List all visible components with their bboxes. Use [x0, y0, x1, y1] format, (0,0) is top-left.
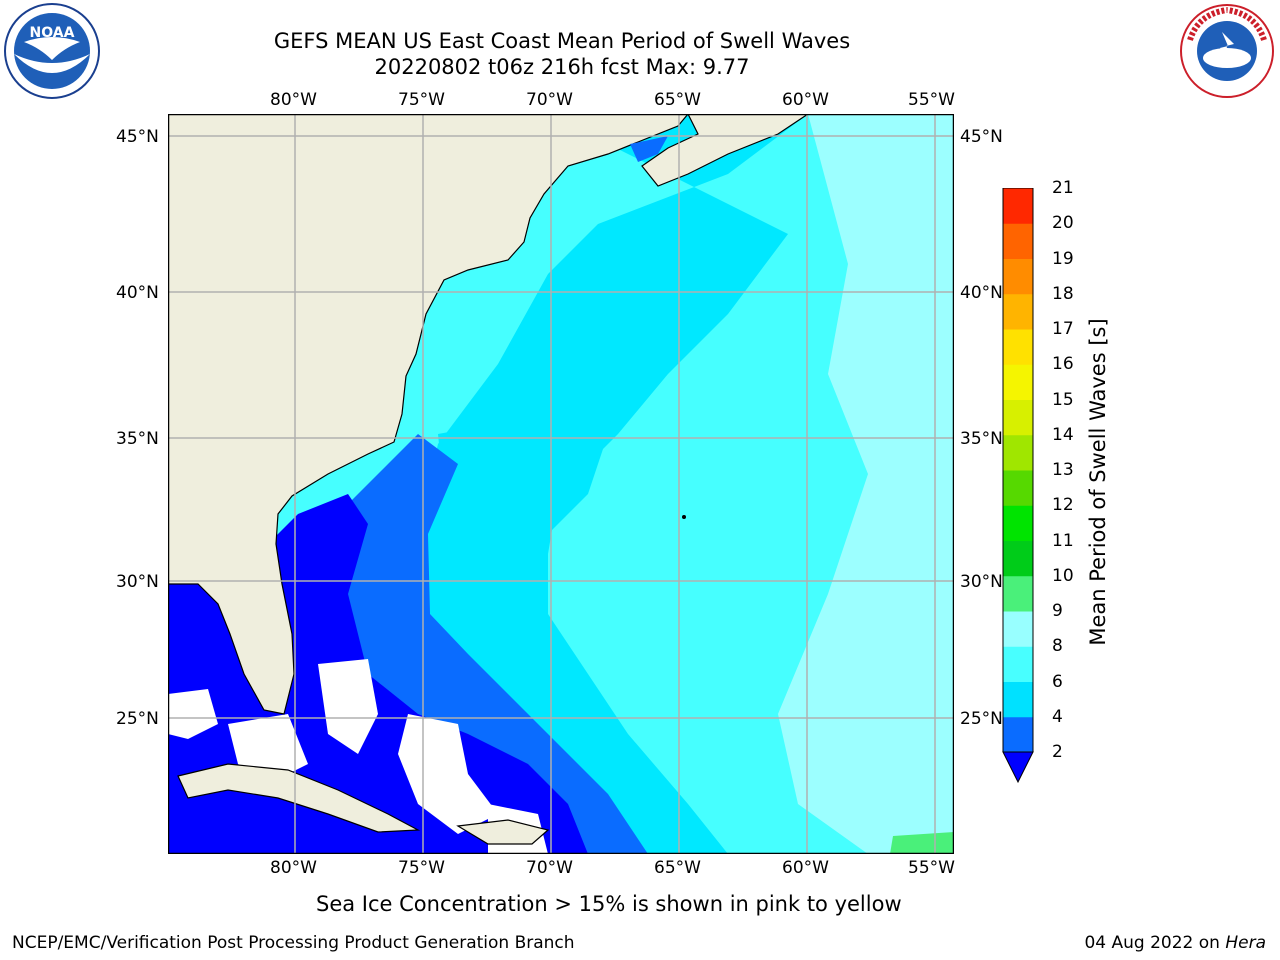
land-nova-scotia — [641, 113, 810, 187]
lon-label-top: 75°W — [398, 90, 445, 110]
lon-label-top: 55°W — [908, 90, 955, 110]
sea-ice-caption: Sea Ice Concentration > 15% is shown in … — [316, 892, 902, 916]
lon-label-top: 70°W — [526, 90, 573, 110]
chart-title: GEFS MEAN US East Coast Mean Period of S… — [273, 29, 851, 53]
colorbar-tick-label: 12 — [1052, 495, 1074, 516]
noaa-logo-text: NOAA — [30, 25, 75, 41]
colorbar-segment — [1003, 434, 1033, 471]
lon-label-bottom: 70°W — [526, 858, 573, 878]
lat-label-right: 35°N — [960, 429, 1003, 449]
ocean-field-green — [890, 832, 954, 854]
colorbar-tick-label: 17 — [1052, 319, 1074, 339]
colorbar-segment — [1003, 540, 1033, 577]
land-us-east-coast — [167, 113, 690, 715]
land-cuba — [177, 763, 421, 833]
map-panel — [167, 113, 955, 855]
noaa-logo: NOAA — [2, 2, 102, 100]
colorbar-under-triangle — [1002, 751, 1034, 784]
colorbar-segment — [1003, 293, 1033, 330]
graticule — [168, 114, 954, 854]
colorbar-tick-label: 13 — [1052, 460, 1074, 480]
lon-label-top: 80°W — [270, 90, 317, 110]
colorbar-tick-label: 15 — [1052, 389, 1074, 410]
colorbar — [1000, 187, 1036, 784]
swell-period-map — [167, 113, 955, 855]
lat-label-right: 40°N — [960, 283, 1003, 303]
colorbar-segment — [1003, 505, 1033, 541]
lat-label-left: 35°N — [116, 429, 159, 449]
colorbar-tick-labels: 2 4 6 8 9 10 11 12 13 14 15 16 17 18 19 20 21 — [1044, 178, 1084, 778]
lat-label-right: 25°N — [960, 709, 1003, 729]
lat-label-right: 30°N — [960, 572, 1003, 592]
lon-label-top: 65°W — [654, 90, 701, 110]
colorbar-tick-label: 16 — [1052, 354, 1074, 375]
lat-label-right: 45°N — [960, 127, 1003, 147]
colorbar-segment — [1003, 364, 1033, 400]
colorbar-segment — [1003, 611, 1033, 647]
colorbar-segment — [1003, 681, 1033, 718]
colorbar-tick-label: 9 — [1052, 601, 1063, 621]
colorbar-segment — [1003, 716, 1033, 753]
colorbar-tick-label: 11 — [1052, 530, 1074, 551]
colorbar-tick-label: 20 — [1052, 213, 1074, 234]
colorbar-svg — [1002, 187, 1034, 784]
no-data-patch — [318, 659, 378, 754]
colorbar-segment — [1003, 646, 1033, 682]
lon-label-bottom: 80°W — [270, 858, 317, 878]
colorbar-tick-label: 2 — [1052, 742, 1063, 762]
colorbar-segment — [1003, 258, 1033, 295]
colorbar-tick-label: 21 — [1052, 178, 1074, 198]
footer-machine: Hera — [1225, 933, 1266, 953]
ocean-field-cyan — [418, 114, 808, 854]
colorbar-tick-label: 19 — [1052, 248, 1074, 269]
colorbar-tick-label: 14 — [1052, 424, 1074, 445]
colorbar-segment — [1003, 575, 1033, 612]
lon-label-bottom: 60°W — [782, 858, 829, 878]
colorbar-tick-label: 10 — [1052, 565, 1074, 586]
colorbar-label: Mean Period of Swell Waves [s] — [1086, 318, 1110, 645]
lat-label-left: 25°N — [116, 709, 159, 729]
colorbar-segment — [1003, 329, 1033, 365]
land-hispaniola — [456, 819, 550, 845]
lon-label-bottom: 75°W — [398, 858, 445, 878]
lon-label-bottom: 55°W — [908, 858, 955, 878]
colorbar-segment — [1003, 399, 1033, 436]
lat-label-left: 45°N — [116, 127, 159, 147]
colorbar-frame — [1002, 187, 1034, 753]
colorbar-tick-label: 8 — [1052, 636, 1063, 657]
colorbar-tick-label: 6 — [1052, 671, 1063, 692]
lon-label-bottom: 65°W — [654, 858, 701, 878]
colorbar-segment — [1003, 188, 1033, 224]
lat-label-left: 40°N — [116, 283, 159, 303]
colorbar-tick-label: 18 — [1052, 283, 1074, 304]
colorbar-tick-label: 4 — [1052, 706, 1063, 727]
footer-organization: NCEP/EMC/Verification Post Processing Pr… — [12, 933, 575, 953]
nws-logo — [1176, 2, 1278, 100]
chart-subtitle: 20220802 t06z 216h fcst Max: 9.77 — [374, 55, 750, 79]
colorbar-segment — [1003, 223, 1033, 259]
footer-date-text: 04 Aug 2022 on — [1084, 933, 1226, 953]
map-frame — [167, 113, 955, 855]
bermuda-marker — [682, 515, 686, 519]
footer-date: 04 Aug 2022 on Hera — [1084, 932, 1266, 954]
ocean-field-pale-cyan — [778, 114, 954, 854]
lon-label-top: 60°W — [782, 90, 829, 110]
colorbar-segment — [1003, 470, 1033, 506]
colorbar-label-text: Mean Period of Swell Waves [s] — [1086, 318, 1110, 646]
lat-label-left: 30°N — [116, 572, 159, 592]
